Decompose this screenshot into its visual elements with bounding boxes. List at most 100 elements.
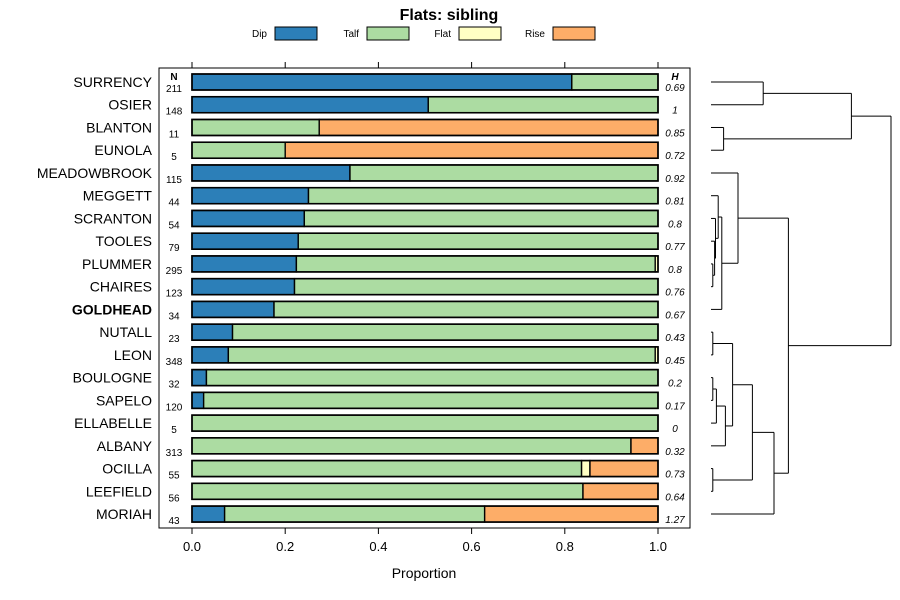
n-labels: 2111481151154454792951233423348321205313… <box>166 84 183 527</box>
bar-segment-talf <box>191 118 320 137</box>
bar-outline <box>191 277 659 296</box>
h-value: 0.64 <box>665 492 685 503</box>
bar-segment-dip <box>191 346 230 364</box>
legend-swatch-flat <box>458 26 502 41</box>
x-tick-label: 1.0 <box>649 539 667 554</box>
bar-segment-rise <box>630 437 659 455</box>
bar-outline <box>191 505 659 523</box>
row-labels: SURRENCY OSIER BLANTON EUNOLA MEADOWBROOK MEG… <box>37 74 153 522</box>
bar-outline <box>191 346 659 364</box>
bar-segment-talf <box>307 186 659 205</box>
legend-swatch-rise <box>552 26 596 41</box>
row-label: SURRENCY <box>73 74 152 90</box>
bar-outline <box>191 391 659 410</box>
legend: Dip Talf Flat Rise <box>252 26 596 41</box>
n-value: 79 <box>168 243 180 254</box>
h-value: 0.2 <box>668 379 682 390</box>
n-value: 211 <box>166 84 182 95</box>
n-value: 56 <box>168 493 180 504</box>
row-label: OSIER <box>108 97 152 113</box>
bar-outline <box>191 118 659 137</box>
row-label: LEEFIELD <box>86 483 152 499</box>
n-value: 348 <box>166 357 183 368</box>
plot-panel <box>158 67 691 529</box>
bar-segment-dip <box>191 391 205 410</box>
bar-segment-dip <box>191 186 310 205</box>
bar-segment-talf <box>223 505 486 523</box>
bar-segment-rise <box>589 459 659 478</box>
bar-outline <box>191 482 659 501</box>
n-value: 11 <box>169 129 180 140</box>
bar-outline <box>191 323 659 341</box>
h-value: 0.67 <box>665 310 685 321</box>
bar-segment-talf <box>227 346 656 364</box>
legend-label-flat: Flat <box>434 29 451 40</box>
bar-segment-talf <box>349 164 659 182</box>
bar-outline <box>191 459 659 478</box>
h-value: 0.17 <box>665 401 685 412</box>
x-axis-label: Proportion <box>392 565 457 581</box>
row-label: OCILLA <box>102 461 152 477</box>
h-value: 1.27 <box>665 515 685 526</box>
x-tick-label: 0.0 <box>183 539 201 554</box>
bar-segment-talf <box>202 391 659 410</box>
x-tick-label: 0.8 <box>556 539 574 554</box>
bar-segment-rise <box>582 482 659 501</box>
bar-segment-dip <box>191 277 296 296</box>
bar-segment-dip <box>191 300 275 319</box>
bar-segment-talf <box>571 73 659 91</box>
bar-outline <box>191 141 659 160</box>
h-value: 0 <box>672 424 678 435</box>
row-label: ELLABELLE <box>74 415 152 431</box>
n-value: 148 <box>166 107 183 118</box>
bar-segment-dip <box>191 164 351 182</box>
bar-segment-rise <box>483 505 659 523</box>
bar-segment-dip <box>191 73 573 91</box>
row-label: MORIAH <box>96 506 152 522</box>
bar-segment-talf <box>191 482 584 501</box>
n-value: 115 <box>166 175 182 186</box>
x-tick-label: 0.4 <box>369 539 387 554</box>
bar-segment-rise <box>284 141 659 159</box>
row-label: MEADOWBROOK <box>37 165 153 181</box>
x-tick-label: 0.2 <box>276 539 294 554</box>
n-value: 120 <box>166 402 183 413</box>
row-label: BOULOGNE <box>73 370 152 386</box>
n-value: 32 <box>168 380 180 391</box>
x-axis: 0.0 0.2 0.4 0.6 0.8 1.0 <box>183 528 667 554</box>
n-value: 23 <box>168 334 180 345</box>
legend-swatch-dip <box>274 26 318 41</box>
n-value: 43 <box>168 516 180 527</box>
bar-segment-talf <box>273 300 659 319</box>
bar-outline <box>191 414 659 432</box>
h-value: 0.92 <box>665 174 685 185</box>
row-label: SAPELO <box>96 392 152 408</box>
n-value: 44 <box>168 198 180 209</box>
bar-segment-talf <box>231 323 659 341</box>
h-value: 0.8 <box>668 219 682 230</box>
h-value: 0.72 <box>665 151 685 162</box>
n-value: 5 <box>171 425 177 436</box>
bar-segment-talf <box>191 437 632 455</box>
n-value: 313 <box>166 448 183 459</box>
bar-outline <box>191 368 659 387</box>
h-value: 0.43 <box>665 333 685 344</box>
bar-outline <box>191 186 659 205</box>
h-header: H <box>671 72 679 83</box>
row-label: TOOLES <box>95 233 152 249</box>
h-value: 0.77 <box>665 242 685 253</box>
bar-segment-dip <box>191 232 299 250</box>
row-label: MEGGETT <box>83 188 153 204</box>
n-value: 34 <box>168 311 180 322</box>
bar-outline <box>191 300 659 319</box>
bar-segment-talf <box>191 459 583 478</box>
bar-segment-talf <box>293 277 659 296</box>
bar-segment-dip <box>191 368 208 387</box>
bar-outline <box>191 73 659 91</box>
bar-segment-talf <box>303 209 659 228</box>
top-axis-ticks <box>191 62 659 68</box>
legend-label-rise: Rise <box>525 29 545 40</box>
bar-segment-dip <box>191 323 234 341</box>
n-header: N <box>170 72 177 83</box>
h-value: 0.85 <box>665 128 685 139</box>
